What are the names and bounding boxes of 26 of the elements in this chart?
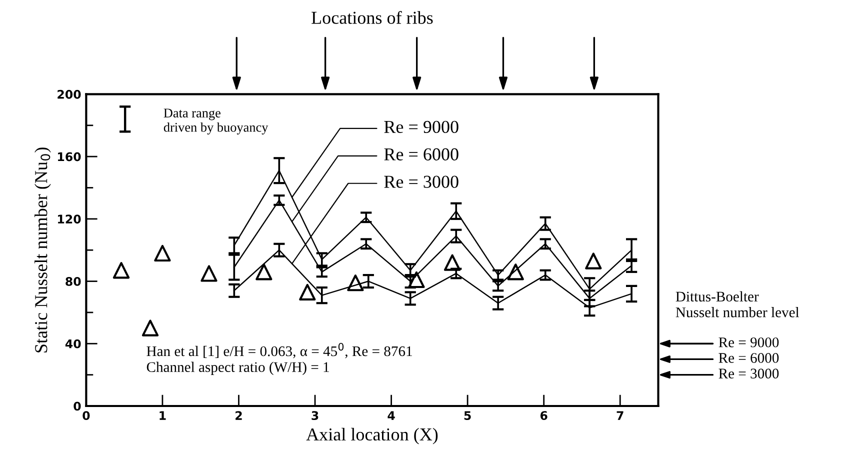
- y-tick-label: 0: [74, 402, 81, 411]
- x-tick-label: 0: [82, 411, 90, 420]
- x-tick-label: 6: [540, 411, 548, 420]
- text: Re = 6000: [384, 148, 458, 160]
- y-tick-label: 200: [58, 90, 81, 99]
- text: Re = 3000: [718, 368, 779, 378]
- text: Dittus-Boelter Nusselt number level: [676, 291, 800, 318]
- annotation: Data range driven by buoyancy: [164, 108, 268, 134]
- text: Re = 9000: [384, 120, 458, 134]
- text: Locations of ribs: [312, 10, 433, 24]
- text: Re = 9000: [718, 337, 779, 348]
- x-tick-label: 4: [388, 411, 395, 420]
- x-tick-label: 5: [464, 411, 471, 420]
- y-axis-title: Static Nusselt number (Nu$_{0}$): [34, 148, 51, 352]
- x-axis-title: Axial location (X): [306, 428, 438, 444]
- text: Re = 6000: [718, 353, 779, 363]
- y-tick-label: 80: [66, 277, 81, 286]
- y-tick-label: 40: [65, 339, 81, 348]
- annotation: Han et al [1] e/H = 0.063, α = 45$^{0}$, Re = 8761 Channel aspect ratio (W/H) = 1: [146, 342, 412, 375]
- x-tick-label: 1: [160, 411, 166, 420]
- x-tick-label: 2: [236, 411, 242, 420]
- y-tick-label: 160: [58, 152, 81, 162]
- x-tick-label: 3: [312, 411, 318, 420]
- text: Re = 3000: [384, 176, 458, 188]
- y-tick-label: 120: [58, 214, 81, 224]
- x-tick-label: 7: [616, 411, 624, 420]
